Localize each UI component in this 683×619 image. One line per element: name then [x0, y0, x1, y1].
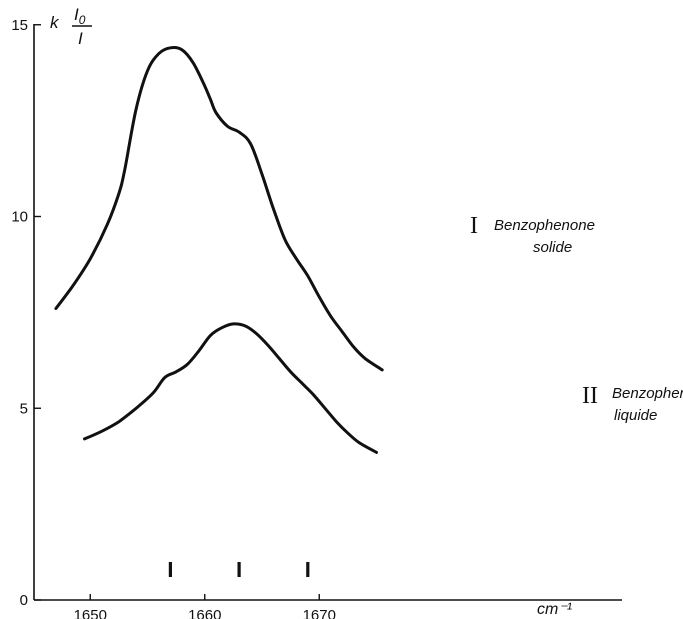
- series-2-numeral: II: [582, 383, 598, 409]
- x-tick-label: 1670: [303, 607, 336, 619]
- series-1-name-line1: Benzophenone: [494, 217, 595, 234]
- x-axis: 1650 1660 1670 cm⁻¹: [34, 594, 622, 619]
- x-ticks: 1650 1660 1670: [74, 594, 336, 619]
- y-tick-label: 15: [11, 17, 28, 34]
- x-unit-label: cm⁻¹: [537, 601, 572, 618]
- y-label-denominator: I: [78, 29, 83, 48]
- x-tick-label: 1660: [188, 607, 221, 619]
- y-label-numerator: I0: [74, 5, 86, 27]
- y-tick-label: 5: [20, 400, 28, 417]
- curves: [54, 45, 384, 454]
- series-1-line: [54, 45, 384, 372]
- series-2-name-line2: liquide: [614, 407, 657, 424]
- series-2-name-line1: Benzophenone: [612, 385, 683, 402]
- y-ticks: 0 5 10 15: [11, 17, 41, 609]
- y-axis-label: k I0 I: [50, 5, 92, 48]
- y-axis: 0 5 10 15: [11, 17, 41, 609]
- series-labels: I Benzophenone solide II Benzophenone li…: [470, 213, 683, 424]
- y-tick-label: 10: [11, 209, 28, 226]
- x-tick-label: 1650: [74, 607, 107, 619]
- y-tick-label: 0: [20, 592, 28, 609]
- series-1-numeral: I: [470, 213, 478, 239]
- band-markers: [168, 562, 310, 577]
- series-1-name-line2: solide: [533, 239, 572, 256]
- series-2-line: [83, 322, 378, 454]
- y-label-k: k: [50, 13, 60, 32]
